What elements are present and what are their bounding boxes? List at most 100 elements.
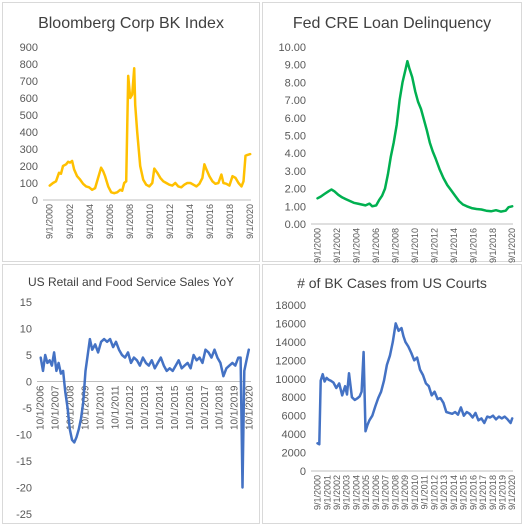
y-tick-label: 600 [20,93,38,105]
x-tick-label: 9/1/2009 [400,475,410,510]
chart-title: Fed CRE Loan Delinquency [292,15,492,32]
y-tick-label: 6.00 [285,113,306,125]
y-tick-label: 15 [20,297,32,309]
x-tick-label: 9/1/2014 [185,204,195,239]
y-tick-label: 2.00 [285,184,306,196]
y-tick-label: 400 [20,127,38,139]
chart-title: # of BK Cases from US Courts [297,275,487,291]
x-tick-label: 9/1/2002 [65,204,75,239]
y-tick-label: 8000 [282,392,306,404]
x-tick-label: 9/1/2002 [332,228,342,263]
y-tick-label: 800 [20,59,38,71]
y-tick-label: 700 [20,76,38,88]
x-tick-label: 10/1/2014 [155,385,166,430]
x-tick-label: 9/1/2008 [390,475,400,510]
y-tick-label: 1.00 [285,201,306,213]
x-tick-label: 9/1/2006 [371,475,381,510]
x-tick-label: 9/1/2005 [361,475,371,510]
y-tick-label: 4000 [282,429,306,441]
x-tick-label: 9/1/2000 [45,204,55,239]
y-tick-label: 5 [26,350,32,362]
y-tick-label: 500 [20,110,38,122]
y-tick-label: 8.00 [285,77,306,89]
x-tick-label: 10/1/2019 [230,385,241,430]
x-tick-label: 9/1/2004 [351,228,361,263]
x-tick-label: 9/1/2017 [478,475,488,510]
y-tick-label: 18000 [275,300,306,312]
x-tick-label: 9/1/2020 [245,204,255,239]
y-tick-label: 14000 [275,337,306,349]
x-tick-label: 9/1/2019 [497,475,507,510]
y-tick-label: 0 [26,377,32,389]
x-tick-label: 10/1/2017 [200,385,211,430]
x-tick-label: 10/1/2011 [110,385,121,429]
y-tick-label: 2000 [282,448,306,460]
x-tick-label: 9/1/2016 [468,475,478,510]
series-line [316,59,514,213]
chart-panel-bk-cases: # of BK Cases from US Courts 0 2000 4000 60… [262,264,522,524]
x-tick-label: 9/1/2018 [488,228,498,263]
x-tick-label: 10/1/2009 [80,385,91,430]
chart-panel-bk-index: Bloomberg Corp BK Index 0 100 200 300 400 500… [2,2,260,262]
chart-title: Bloomberg Corp BK Index [38,15,224,32]
x-tick-label: 9/1/2015 [459,475,469,510]
x-tick-label: 9/1/2008 [390,228,400,263]
y-tick-label: 0 [300,466,306,478]
x-tick-label: 9/1/2001 [322,475,332,510]
y-tick-label: -25 [16,509,32,521]
x-tick-label: 10/1/2010 [95,385,106,430]
y-tick-label: 0 [32,195,38,207]
x-tick-label: 9/1/2012 [429,475,439,510]
y-tick-label: 16000 [275,318,306,330]
x-tick-label: 10/1/2013 [140,385,151,430]
x-tick-label: 10/1/2020 [245,385,256,430]
x-tick-label: 10/1/2018 [215,385,226,430]
y-tick-label: 5.00 [285,131,306,143]
y-tick-label: 10.00 [278,42,306,54]
y-tick-label: 3.00 [285,166,306,178]
x-tick-label: 9/1/2002 [332,475,342,510]
x-tick-label: 10/1/2012 [125,385,136,430]
y-tick-label: 12000 [275,355,306,367]
x-tick-label: 10/1/2008 [66,385,77,430]
x-tick-label: 10/1/2015 [170,385,181,430]
x-tick-label: 9/1/2014 [449,475,459,510]
chart-bk-cases: 0 2000 4000 6000 8000 10000 12000 14000 16000 180… [275,300,517,510]
x-tick-label: 9/1/2004 [351,475,361,510]
chart-cre-delinquency: 0.00 1.00 2.00 3.00 4.00 5.00 6.00 7.00 8.00 9.00… [278,42,517,263]
y-tick-label: 9.00 [285,60,306,72]
x-tick-label: 10/1/2016 [185,385,196,430]
y-tick-label: 200 [20,161,38,173]
series-line [316,322,514,446]
x-tick-label: 9/1/2020 [507,228,517,263]
x-tick-label: 9/1/2010 [145,204,155,239]
y-tick-label: -10 [16,430,32,442]
series-line [48,67,252,195]
x-tick-label: 9/1/2012 [165,204,175,239]
y-tick-label: 300 [20,144,38,156]
x-tick-label: 9/1/2018 [225,204,235,239]
chart-bk-index: 0 100 200 300 400 500 600 700 800 900 9/1/2000 9/1/… [20,42,256,239]
y-tick-label: 900 [20,42,38,54]
x-tick-label: 10/1/2006 [36,385,47,430]
x-tick-label: 9/1/2016 [205,204,215,239]
x-tick-label: 9/1/2010 [410,475,420,510]
chart-retail-sales: -25 -20 -15 -10 -5 0 5 10 15 10/1/2006 10/1/2007 10… [16,297,256,521]
x-tick-label: 9/1/2016 [468,228,478,263]
x-tick-label: 9/1/2007 [381,475,391,510]
x-tick-label: 9/1/2006 [105,204,115,239]
y-tick-label: -5 [22,403,32,415]
x-tick-label: 9/1/2004 [85,204,95,239]
y-tick-label: 100 [20,178,38,190]
y-tick-label: 10000 [275,374,306,386]
x-tick-label: 9/1/2006 [371,228,381,263]
x-tick-label: 9/1/2020 [507,475,517,510]
x-tick-label: 9/1/2000 [313,475,323,510]
chart-title: US Retail and Food Service Sales YoY [27,275,235,289]
y-tick-label: -20 [16,483,32,495]
y-tick-label: 4.00 [285,148,306,160]
x-tick-label: 9/1/2018 [488,475,498,510]
x-tick-label: 9/1/2003 [342,475,352,510]
chart-panel-retail-sales: US Retail and Food Service Sales YoY -25… [2,264,260,524]
x-tick-label: 9/1/2008 [125,204,135,239]
